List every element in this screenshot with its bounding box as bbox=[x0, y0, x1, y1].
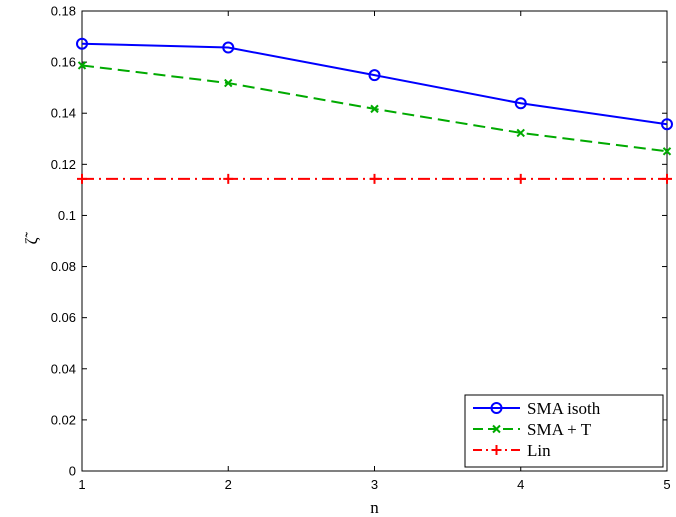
legend: SMA isoth SMA + T Lin bbox=[464, 394, 664, 468]
y-tick-label: 0.02 bbox=[51, 412, 76, 427]
legend-label: Lin bbox=[527, 441, 551, 460]
legend-marker bbox=[490, 402, 503, 414]
data-point bbox=[77, 173, 87, 184]
x-tick-label: 5 bbox=[663, 477, 670, 492]
data-point bbox=[516, 128, 525, 138]
y-tick-label: 0.14 bbox=[51, 106, 76, 121]
series-1 bbox=[77, 61, 672, 156]
x-tick-label: 1 bbox=[78, 477, 85, 492]
y-axis-label: ζ̃ bbox=[22, 231, 41, 244]
x-tick-label: 4 bbox=[517, 477, 524, 492]
data-point bbox=[661, 118, 673, 131]
data-point bbox=[662, 173, 672, 184]
data-point bbox=[223, 173, 234, 184]
x-tick-label: 2 bbox=[225, 477, 232, 492]
y-tick-label: 0.06 bbox=[51, 310, 76, 325]
data-point bbox=[369, 173, 380, 184]
data-point bbox=[222, 41, 235, 54]
legend-label: SMA isoth bbox=[527, 399, 601, 418]
data-point bbox=[368, 69, 381, 82]
data-point bbox=[514, 97, 527, 110]
data-point bbox=[76, 37, 88, 50]
axis-ticks: 0 0.02 0.04 0.06 0.08 0.1 0.12 0.14 0.16 0.18 1 2 3 4… bbox=[51, 4, 671, 493]
y-tick-label: 0.18 bbox=[51, 4, 76, 19]
data-point bbox=[370, 104, 379, 114]
y-tick-label: 0 bbox=[69, 464, 76, 479]
series-0 bbox=[76, 37, 673, 131]
data-point bbox=[662, 147, 672, 156]
y-tick-label: 0.04 bbox=[51, 361, 76, 376]
legend-marker bbox=[491, 445, 502, 455]
y-tick-label: 0.12 bbox=[51, 157, 76, 172]
plot-area bbox=[81, 10, 668, 472]
y-tick-label: 0.1 bbox=[58, 208, 76, 223]
series-lines bbox=[76, 37, 673, 184]
data-point bbox=[224, 78, 233, 88]
x-tick-label: 3 bbox=[371, 477, 378, 492]
data-point bbox=[515, 173, 526, 184]
legend-label: SMA + T bbox=[527, 420, 592, 439]
y-tick-label: 0.08 bbox=[51, 259, 76, 274]
series-line bbox=[81, 42, 668, 126]
x-axis-label: n bbox=[370, 498, 379, 517]
legend-marker bbox=[492, 424, 501, 434]
series-2 bbox=[77, 173, 672, 184]
y-tick-label: 0.16 bbox=[51, 55, 76, 70]
data-point bbox=[77, 61, 87, 70]
